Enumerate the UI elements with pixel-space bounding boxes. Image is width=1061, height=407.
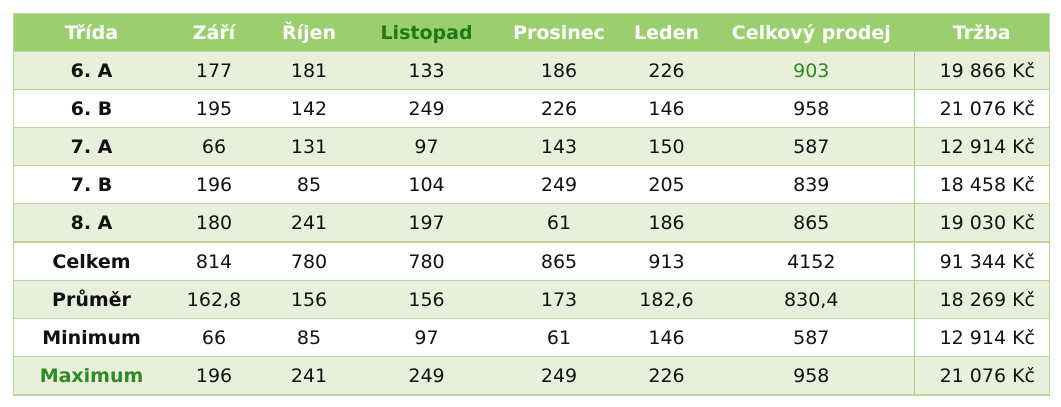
cell-trzba: 21 076 Kč	[913, 356, 1049, 395]
header-trzba: Tržba	[913, 14, 1049, 52]
cell-celkovy-prodej: 587	[709, 318, 914, 357]
cell-prosinec: 173	[494, 280, 624, 319]
cell-prosinec: 186	[494, 51, 624, 90]
header-zari: Září	[169, 14, 259, 52]
summary-row: Maximum 196 241 249 249 226 958 21 076 K…	[14, 356, 1049, 395]
header-rijen: Říjen	[259, 14, 359, 52]
summary-row: Minimum 66 85 97 61 146 587 12 914 Kč	[14, 318, 1049, 357]
table-row: 7. B 196 85 104 249 205 839 18 458 Kč	[14, 165, 1049, 204]
cell-trzba: 19 866 Kč	[913, 51, 1049, 90]
cell-zari: 66	[169, 127, 259, 166]
header-row: Třída Září Říjen Listopad Prosinec Leden…	[14, 14, 1049, 52]
cell-listopad: 156	[359, 280, 494, 319]
cell-trzba: 12 914 Kč	[913, 127, 1049, 166]
cell-listopad: 133	[359, 51, 494, 90]
cell-listopad: 249	[359, 356, 494, 395]
row-label: Průměr	[14, 280, 169, 319]
row-label: Celkem	[14, 241, 169, 281]
cell-leden: 186	[624, 203, 709, 243]
cell-leden: 226	[624, 356, 709, 395]
cell-rijen: 156	[259, 280, 359, 319]
cell-celkovy-prodej: 865	[709, 203, 914, 243]
cell-trzba: 91 344 Kč	[913, 241, 1049, 281]
sales-table: Třída Září Říjen Listopad Prosinec Leden…	[14, 14, 1049, 395]
row-label: Maximum	[14, 356, 169, 395]
cell-celkovy-prodej: 830,4	[709, 280, 914, 319]
cell-listopad: 780	[359, 241, 494, 281]
row-label: Minimum	[14, 318, 169, 357]
cell-prosinec: 249	[494, 356, 624, 395]
header-trida: Třída	[14, 14, 169, 52]
cell-zari: 177	[169, 51, 259, 90]
cell-listopad: 197	[359, 203, 494, 243]
cell-prosinec: 226	[494, 89, 624, 128]
cell-leden: 226	[624, 51, 709, 90]
cell-rijen: 241	[259, 203, 359, 243]
cell-trzba: 18 269 Kč	[913, 280, 1049, 319]
cell-celkovy-prodej: 4152	[709, 241, 914, 281]
summary-row: Průměr 162,8 156 156 173 182,6 830,4 18 …	[14, 280, 1049, 319]
row-label: 8. A	[14, 203, 169, 243]
table-row: 7. A 66 131 97 143 150 587 12 914 Kč	[14, 127, 1049, 166]
cell-zari: 66	[169, 318, 259, 357]
sales-table-container: Třída Září Říjen Listopad Prosinec Leden…	[13, 13, 1050, 396]
cell-rijen: 131	[259, 127, 359, 166]
cell-rijen: 241	[259, 356, 359, 395]
table-row: 6. B 195 142 249 226 146 958 21 076 Kč	[14, 89, 1049, 128]
cell-trzba: 21 076 Kč	[913, 89, 1049, 128]
cell-celkovy-prodej: 587	[709, 127, 914, 166]
row-label: 6. B	[14, 89, 169, 128]
cell-rijen: 142	[259, 89, 359, 128]
cell-zari: 196	[169, 165, 259, 204]
cell-zari: 180	[169, 203, 259, 243]
cell-leden: 150	[624, 127, 709, 166]
table-row: 6. A 177 181 133 186 226 903 19 866 Kč	[14, 51, 1049, 90]
cell-celkovy-prodej: 903	[709, 51, 914, 90]
cell-prosinec: 61	[494, 318, 624, 357]
cell-prosinec: 143	[494, 127, 624, 166]
row-label: 6. A	[14, 51, 169, 90]
cell-leden: 146	[624, 318, 709, 357]
cell-leden: 205	[624, 165, 709, 204]
cell-celkovy-prodej: 958	[709, 356, 914, 395]
cell-zari: 162,8	[169, 280, 259, 319]
cell-rijen: 181	[259, 51, 359, 90]
table-row: 8. A 180 241 197 61 186 865 19 030 Kč	[14, 203, 1049, 243]
cell-leden: 146	[624, 89, 709, 128]
cell-prosinec: 61	[494, 203, 624, 243]
cell-rijen: 780	[259, 241, 359, 281]
cell-zari: 195	[169, 89, 259, 128]
header-celkovy-prodej: Celkový prodej	[709, 14, 914, 52]
cell-leden: 913	[624, 241, 709, 281]
header-listopad: Listopad	[359, 14, 494, 52]
cell-rijen: 85	[259, 165, 359, 204]
row-label: 7. A	[14, 127, 169, 166]
cell-rijen: 85	[259, 318, 359, 357]
cell-leden: 182,6	[624, 280, 709, 319]
cell-listopad: 249	[359, 89, 494, 128]
cell-prosinec: 865	[494, 241, 624, 281]
summary-row: Celkem 814 780 780 865 913 4152 91 344 K…	[14, 241, 1049, 281]
cell-listopad: 104	[359, 165, 494, 204]
cell-trzba: 12 914 Kč	[913, 318, 1049, 357]
cell-celkovy-prodej: 958	[709, 89, 914, 128]
cell-zari: 196	[169, 356, 259, 395]
cell-trzba: 19 030 Kč	[913, 203, 1049, 243]
cell-prosinec: 249	[494, 165, 624, 204]
header-leden: Leden	[624, 14, 709, 52]
cell-celkovy-prodej: 839	[709, 165, 914, 204]
header-prosinec: Prosinec	[494, 14, 624, 52]
cell-listopad: 97	[359, 318, 494, 357]
cell-trzba: 18 458 Kč	[913, 165, 1049, 204]
cell-zari: 814	[169, 241, 259, 281]
row-label: 7. B	[14, 165, 169, 204]
cell-listopad: 97	[359, 127, 494, 166]
